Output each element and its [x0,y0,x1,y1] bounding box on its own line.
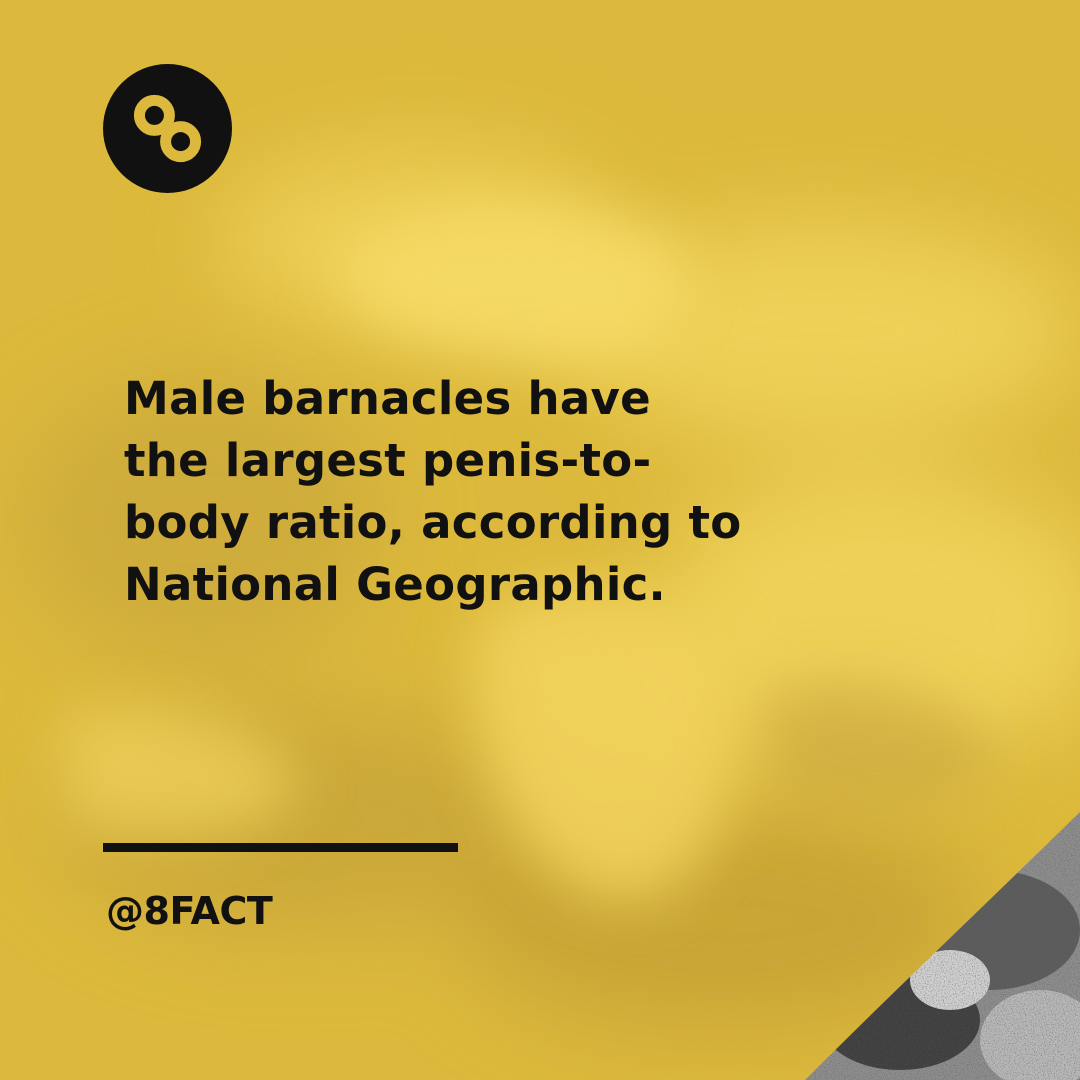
account-handle: @8FACT [106,889,273,933]
infinity-eight-logo-icon [103,64,232,193]
fact-line-1: Male barnacles have [124,372,651,425]
fact-line-4: National Geographic. [124,558,666,611]
divider-bar [103,843,458,852]
fact-line-3: body ratio, according to [124,496,742,549]
fact-line-2: the largest penis-to- [124,434,652,487]
fact-statement: Male barnacles have the largest penis-to… [124,368,844,616]
